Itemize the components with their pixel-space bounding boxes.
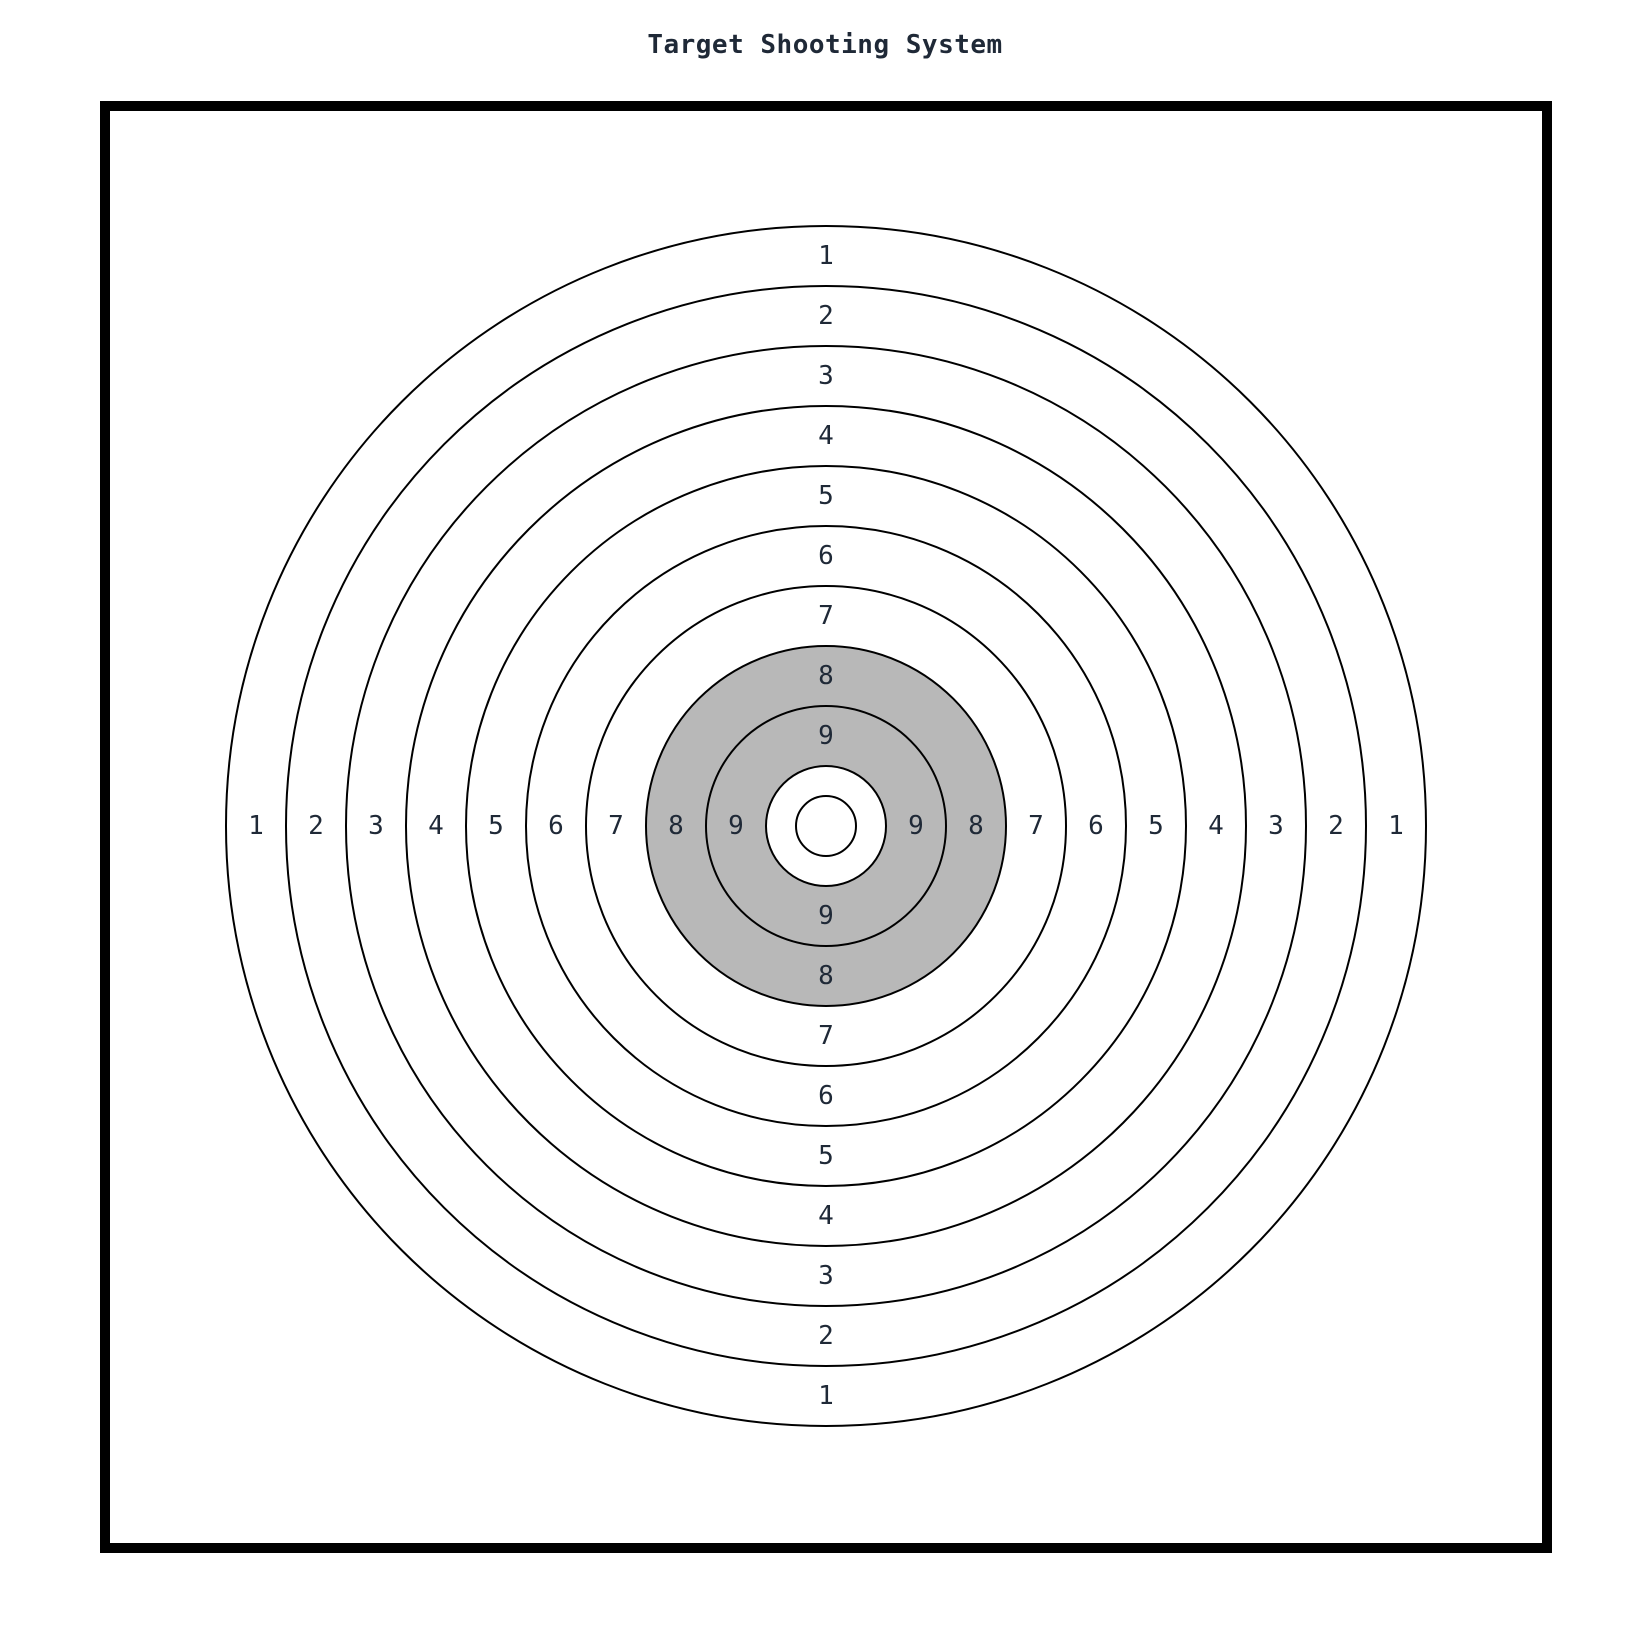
ring-label-1-right: 1 (1388, 811, 1404, 841)
ring-label-4-top: 4 (818, 421, 834, 451)
ring-label-4-left: 4 (428, 811, 444, 841)
ring-label-5-right: 5 (1148, 811, 1164, 841)
ring-label-6-right: 6 (1088, 811, 1104, 841)
ring-label-7-left: 7 (608, 811, 624, 841)
ring-label-1-bottom: 1 (818, 1381, 834, 1411)
ring-label-3-right: 3 (1268, 811, 1284, 841)
ring-label-5-bottom: 5 (818, 1141, 834, 1171)
target-rings (225, 225, 1427, 1427)
ring-label-1-top: 1 (818, 241, 834, 271)
ring-label-9-bottom: 9 (818, 901, 834, 931)
ring-label-7-top: 7 (818, 601, 834, 631)
ring-label-5-left: 5 (488, 811, 504, 841)
page-title: Target Shooting System (647, 30, 1003, 60)
ring-labels: 1 1 1 1 2 2 2 2 3 3 3 3 4 4 4 4 5 5 5 5 6 6 6 6 7 7 7 7 8 8 8 8 9 9 9 9 (248, 241, 1404, 1411)
ring-label-1-left: 1 (248, 811, 264, 841)
ring-label-2-bottom: 2 (818, 1321, 834, 1351)
ring-label-6-bottom: 6 (818, 1081, 834, 1111)
ring-label-8-bottom: 8 (818, 961, 834, 991)
ring-label-2-top: 2 (818, 301, 834, 331)
ring-label-6-left: 6 (548, 811, 564, 841)
ring-label-3-top: 3 (818, 361, 834, 391)
ring-label-8-right: 8 (968, 811, 984, 841)
ring-label-4-bottom: 4 (818, 1201, 834, 1231)
ring-label-9-left: 9 (728, 811, 744, 841)
ring-label-3-left: 3 (368, 811, 384, 841)
ring-label-6-top: 6 (818, 541, 834, 571)
ring-label-9-right: 9 (908, 811, 924, 841)
bullseye-dot[interactable] (795, 795, 857, 857)
ring-label-5-top: 5 (818, 481, 834, 511)
ring-label-8-top: 8 (818, 661, 834, 691)
ring-label-2-right: 2 (1328, 811, 1344, 841)
ring-label-2-left: 2 (308, 811, 324, 841)
ring-label-7-right: 7 (1028, 811, 1044, 841)
ring-label-7-bottom: 7 (818, 1021, 834, 1051)
ring-label-4-right: 4 (1208, 811, 1224, 841)
ring-label-3-bottom: 3 (818, 1261, 834, 1291)
ring-label-8-left: 8 (668, 811, 684, 841)
ring-label-9-top: 9 (818, 721, 834, 751)
